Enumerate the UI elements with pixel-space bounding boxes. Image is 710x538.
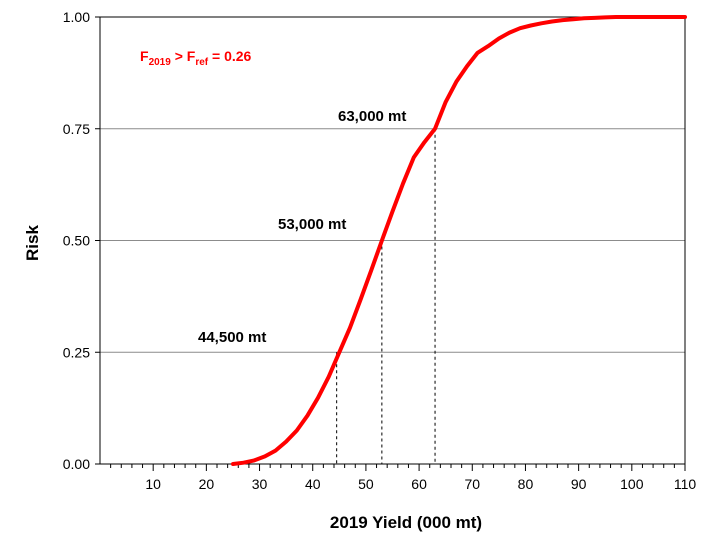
risk-annotation-value: = 0.26	[208, 48, 251, 64]
x-tick-label-0: 10	[145, 476, 161, 492]
axes	[95, 16, 686, 471]
y-tick-label-1: 0.25	[63, 344, 90, 360]
x-tick-label-9: 100	[620, 476, 644, 492]
risk-annotation-sub-year: 2019	[149, 57, 172, 68]
x-tick-label-3: 40	[305, 476, 321, 492]
risk-annotation-sub-ref: ref	[195, 57, 208, 68]
x-axis-title: 2019 Yield (000 mt)	[330, 513, 482, 532]
y-tick-label-0: 0.00	[63, 456, 90, 472]
risk-annotation-gt: > F	[171, 48, 196, 64]
tick-labels: 0.00 0.25 0.50 0.75 1.00 10 20 30 40 50 60 70 80 90 10…	[63, 9, 697, 492]
gridlines	[100, 16, 685, 353]
x-tick-label-7: 80	[518, 476, 534, 492]
x-tick-label-1: 20	[199, 476, 215, 492]
annotation-53000: 53,000 mt	[278, 216, 346, 233]
x-tick-label-5: 60	[411, 476, 427, 492]
y-tick-label-3: 0.75	[63, 121, 90, 137]
annotation-44500: 44,500 mt	[198, 329, 266, 346]
x-tick-label-2: 30	[252, 476, 268, 492]
x-tick-label-6: 70	[464, 476, 480, 492]
series-line-layer	[231, 15, 687, 466]
annotation-63000: 63,000 mt	[338, 108, 406, 125]
y-axis-title: Risk	[23, 225, 42, 261]
series-line-0	[231, 15, 687, 466]
reference-drop-lines	[336, 128, 436, 464]
y-tick-label-2: 0.50	[63, 233, 90, 249]
x-tick-label-8: 90	[571, 476, 587, 492]
x-tick-label-10: 110	[674, 476, 697, 492]
risk-annotation: F2019 > Fref = 0.26	[140, 48, 252, 68]
x-tick-label-4: 50	[358, 476, 374, 492]
risk-annotation-f: F	[140, 48, 149, 64]
y-tick-label-4: 1.00	[63, 9, 90, 25]
plot-frame	[99, 16, 686, 465]
